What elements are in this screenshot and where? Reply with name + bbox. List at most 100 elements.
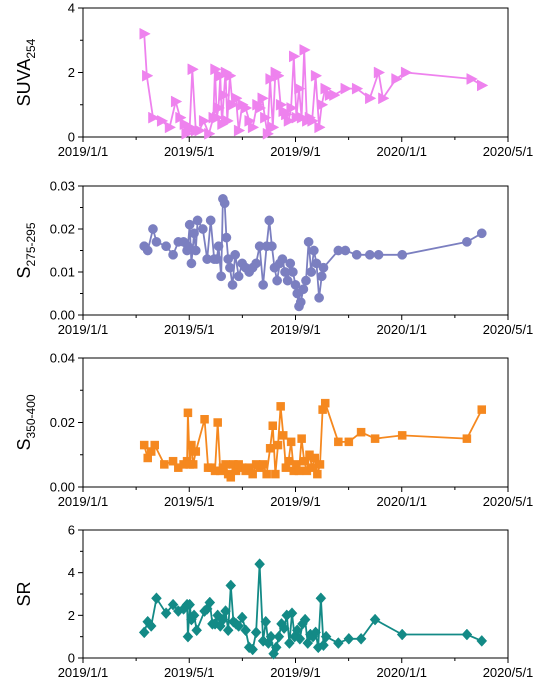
suva-data-point	[231, 92, 243, 105]
s275-data-point	[183, 241, 193, 252]
s350-data-point	[315, 460, 325, 469]
s275-data-point	[373, 249, 384, 260]
s350-data-point	[286, 437, 296, 447]
suva-data-point	[286, 102, 298, 114]
suva-x-tick-label: 2019/9/1	[270, 144, 321, 159]
suva-data-point	[268, 121, 280, 134]
s350-data-point	[248, 469, 257, 479]
suva-x-tick-label: 2020/5/1	[483, 144, 534, 159]
sr-y-tick-label: 4	[68, 565, 75, 580]
s275-data-point	[264, 215, 275, 226]
sr-data-point	[191, 624, 203, 637]
panel-s350: 2019/1/1 2019/5/1 2019/9/1 2020/1/1 2020/5/1…	[14, 351, 533, 510]
s275-data-point	[142, 245, 153, 256]
s350-data-point	[294, 466, 304, 476]
suva-data-point	[329, 89, 341, 101]
s350-data-point	[370, 434, 380, 443]
sr-y-tick-label: 0	[68, 651, 75, 666]
panel-suva: 2019/1/1 2019/5/1 2019/9/1 2020/1/1 2020/5/1…	[14, 1, 533, 160]
suva-data-point	[314, 121, 326, 134]
suva-x-tick-label: 2019/5/1	[164, 144, 215, 159]
suva-data-point	[378, 92, 390, 105]
suva-data-point	[219, 89, 231, 101]
s275-data-point	[272, 275, 282, 286]
s350-data-point	[279, 431, 288, 440]
suva-data-point	[477, 79, 489, 92]
sr-data-point	[225, 579, 237, 592]
sr-data-point	[318, 639, 329, 652]
s350-data-point	[221, 460, 230, 469]
s275-data-point	[168, 249, 178, 260]
s275-y-tick-label: 0.03	[50, 179, 75, 194]
suva-data-point	[351, 82, 364, 95]
s275-data-point	[277, 254, 288, 264]
suva-data-point	[307, 114, 319, 127]
s350-data-point	[226, 473, 236, 482]
sr-data-point	[278, 622, 290, 635]
s350-data-point	[183, 408, 193, 418]
sr-data-point	[302, 637, 314, 649]
s275-data-point	[151, 237, 162, 247]
sr-x-tick-label: 2019/9/1	[270, 665, 321, 680]
s350-data-point	[271, 469, 280, 479]
sr-data-point	[233, 620, 244, 632]
suva-data-point	[400, 66, 413, 79]
s350-data-point	[273, 440, 283, 450]
s350-x-tick-label: 2020/1/1	[376, 494, 427, 509]
sr-data-point	[254, 558, 265, 571]
s275-data-point	[298, 284, 309, 295]
s275-data-point	[189, 228, 199, 239]
suva-data-point	[340, 82, 352, 95]
sr-data-point	[396, 628, 408, 641]
panel-s275: 2019/1/1 2019/5/1 2019/9/1 2020/1/1 2020/5/1…	[14, 179, 533, 338]
s275-data-point	[205, 215, 216, 226]
s350-data-point	[213, 418, 222, 427]
suva-data-point	[254, 102, 267, 114]
s275-data-point	[318, 262, 329, 273]
s350-data-point	[265, 444, 275, 453]
sr-y-tick-label: 6	[68, 523, 75, 538]
s275-data-point	[221, 232, 232, 243]
s275-data-point	[462, 237, 472, 247]
suva-data-point	[164, 121, 177, 134]
s350-data-point	[191, 447, 201, 456]
s350-data-point	[150, 440, 159, 450]
s350-data-point	[313, 469, 322, 479]
s350-data-point	[344, 437, 354, 447]
s275-data-point	[190, 245, 201, 256]
s350-data-point	[299, 456, 309, 466]
suva-data-point	[260, 111, 272, 124]
suva-data-point	[373, 66, 386, 79]
suva-data-point	[289, 50, 301, 63]
s350-y-tick-label: 0.04	[50, 351, 75, 366]
s275-x-tick-label: 2020/1/1	[376, 322, 427, 337]
suva-y-tick-label: 2	[68, 65, 75, 80]
s350-data-point	[268, 421, 278, 430]
sr-data-point	[236, 611, 248, 624]
s275-data-point	[211, 254, 222, 264]
s275-x-tick-label: 2020/5/1	[483, 322, 534, 337]
sr-data-point	[299, 613, 311, 626]
s350-data-point	[160, 460, 169, 469]
s275-data-point	[340, 245, 351, 256]
s275-x-tick-label: 2019/9/1	[270, 322, 321, 337]
s275-data-point	[186, 258, 197, 269]
s275-data-point	[309, 245, 319, 256]
sr-data-point	[315, 592, 327, 605]
sr-x-tick-label: 2020/1/1	[376, 665, 427, 680]
suva-data-point	[283, 114, 296, 127]
s275-data-point	[314, 292, 324, 303]
s350-data-point	[200, 415, 209, 424]
sr-data-point	[286, 607, 298, 620]
sr-data-point	[217, 613, 229, 626]
suva-data-point	[391, 73, 403, 85]
s275-data-point	[161, 241, 171, 252]
s275-data-point	[225, 262, 235, 273]
sr-data-point	[138, 626, 150, 639]
s275-data-point	[230, 249, 241, 260]
sr-data-point	[333, 637, 344, 649]
suva-x-tick-label: 2019/1/1	[58, 144, 109, 159]
s350-data-point	[462, 434, 472, 443]
sr-data-point	[145, 620, 157, 632]
